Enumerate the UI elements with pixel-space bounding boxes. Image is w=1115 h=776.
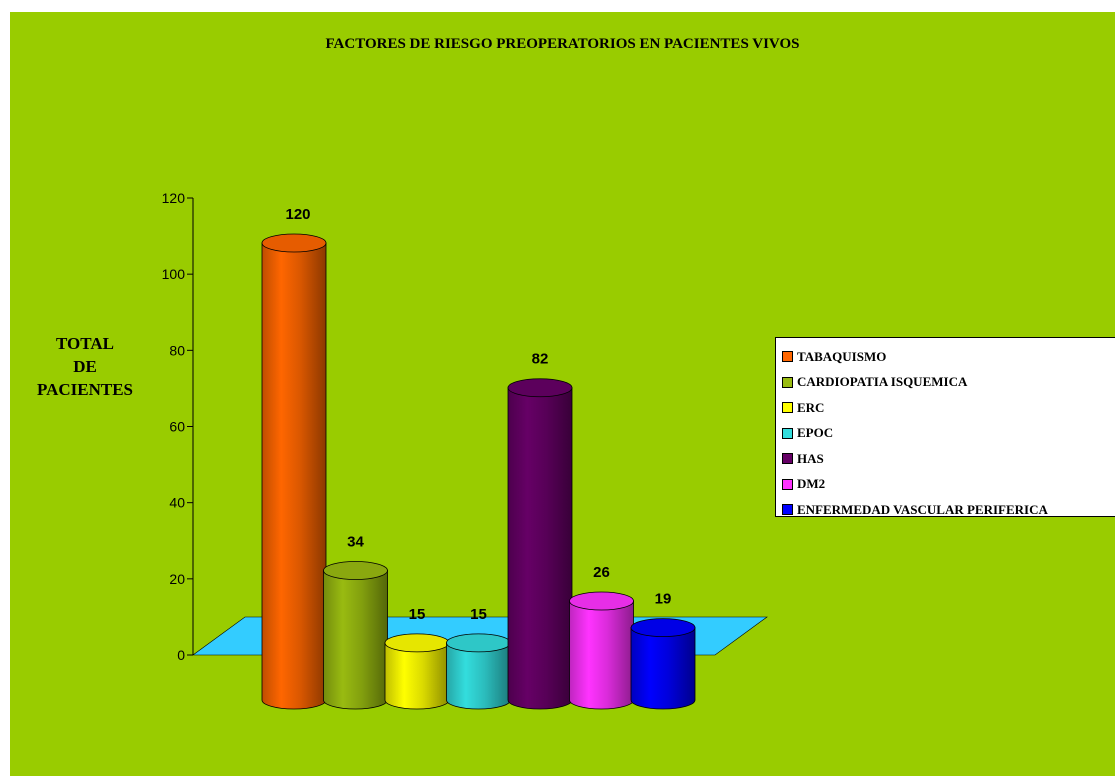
data-label: 34 xyxy=(347,534,364,551)
bar-body xyxy=(261,242,327,710)
data-label: 26 xyxy=(593,564,610,581)
bar-top xyxy=(446,633,511,653)
bar xyxy=(630,618,696,710)
legend-swatch xyxy=(782,453,793,465)
bar-body xyxy=(630,627,696,710)
legend-label: ENFERMEDAD VASCULAR PERIFERICA xyxy=(797,501,1048,517)
bar xyxy=(384,633,450,710)
legend-item: CARDIOPATIA ISQUEMICA xyxy=(782,370,1115,396)
y-axis-label: TOTAL DE PACIENTES xyxy=(30,332,140,401)
legend-swatch xyxy=(782,351,793,363)
plot-area: 0 20 40 60 80 100 120 120 34 15 15 82 26 19 xyxy=(162,190,768,710)
bar xyxy=(569,591,634,710)
bar-top xyxy=(507,378,573,398)
bar-body xyxy=(569,600,634,710)
bar xyxy=(507,378,573,710)
legend-item: ERC xyxy=(782,395,1115,421)
y-tick-label: 60 xyxy=(169,419,185,435)
y-axis-label-line: DE xyxy=(73,357,97,376)
bar-top xyxy=(323,561,388,580)
y-tick-label: 20 xyxy=(169,571,185,587)
legend-swatch xyxy=(782,478,793,490)
legend-item: ENFERMEDAD VASCULAR PERIFERICA xyxy=(782,497,1115,523)
bar xyxy=(446,633,511,710)
y-axis-label-line: PACIENTES xyxy=(36,380,134,399)
bar-top xyxy=(569,591,634,611)
legend-swatch xyxy=(782,376,793,388)
bar xyxy=(261,233,327,710)
data-label: 120 xyxy=(285,206,310,223)
bar-body xyxy=(384,642,450,710)
legend-swatch xyxy=(782,427,793,439)
y-tick-label: 80 xyxy=(169,342,185,358)
legend-swatch xyxy=(782,504,793,516)
data-label: 15 xyxy=(470,606,487,623)
bar xyxy=(323,561,388,710)
y-tick-label: 120 xyxy=(162,190,186,206)
legend-label: EPOC xyxy=(797,425,834,441)
legend-item: EPOC xyxy=(782,421,1115,447)
y-axis-label-line: TOTAL xyxy=(56,334,114,353)
data-label: 19 xyxy=(655,591,672,608)
chart-area: FACTORES DE RIESGO PREOPERATORIOS EN PAC… xyxy=(10,12,1115,776)
legend-label: ERC xyxy=(797,399,825,415)
legend-label: DM2 xyxy=(797,476,826,492)
y-tick-label: 100 xyxy=(162,266,186,282)
bar-top xyxy=(384,633,450,653)
legend-swatch xyxy=(782,402,793,414)
legend-item: DM2 xyxy=(782,472,1115,498)
chart-title: FACTORES DE RIESGO PREOPERATORIOS EN PAC… xyxy=(325,36,800,52)
data-label: 15 xyxy=(409,606,426,623)
bar-top xyxy=(261,233,327,253)
data-label: 82 xyxy=(532,351,549,368)
bar-top xyxy=(630,618,696,638)
legend-label: HAS xyxy=(797,450,824,466)
y-tick-label: 40 xyxy=(169,495,185,511)
bar-body xyxy=(323,570,388,710)
legend-item: HAS xyxy=(782,446,1115,472)
legend-label: TABAQUISMO xyxy=(797,348,887,364)
legend-item: TABAQUISMO xyxy=(782,344,1115,370)
legend-label: CARDIOPATIA ISQUEMICA xyxy=(797,374,968,390)
bar-body xyxy=(507,387,573,710)
bar-body xyxy=(446,642,511,710)
legend: TABAQUISMO CARDIOPATIA ISQUEMICA ERC EPOC HA… xyxy=(775,337,1115,517)
y-tick-label: 0 xyxy=(177,647,185,663)
